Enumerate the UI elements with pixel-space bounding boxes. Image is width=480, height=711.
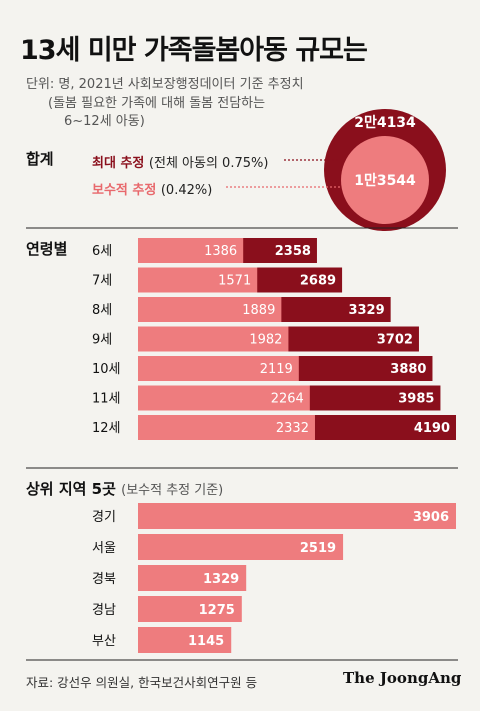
age-category-label: 9세 (92, 333, 112, 348)
region-category-label: 경남 (92, 603, 116, 618)
legend-max: 최대 추정 (전체 아동의 0.75%) (92, 152, 268, 171)
region-value: 1145 (188, 634, 224, 649)
age-category-label: 10세 (92, 362, 121, 377)
legend-conservative-note: (0.42%) (160, 183, 213, 198)
age-category-label: 6세 (92, 244, 112, 259)
region-value: 1275 (199, 603, 235, 618)
legend-max-label: 최대 추정 (92, 156, 145, 171)
age-bars: 6세 1386 2358 7세 1571 2689 8세 1889 3329 9세 1982 3702… (92, 238, 456, 440)
region-section-note: (보수적 추정 기준) (121, 483, 224, 498)
region-bars: 경기 3906 서울 2519 경북 1329 경남 1275 부산 1145 (92, 503, 456, 653)
age-value-conservative: 1982 (249, 333, 282, 348)
total-section-label: 합계 (26, 150, 54, 168)
region-bar (138, 627, 232, 653)
age-value-conservative: 2264 (271, 392, 304, 407)
age-value-conservative: 1571 (218, 274, 251, 289)
age-bar-conservative (138, 356, 299, 381)
source-note: 자료: 강선우 의원실, 한국보건사회연구원 등 (26, 675, 258, 690)
region-section-label: 상위 지역 5곳 (보수적 추정 기준) (26, 478, 223, 499)
legend-conservative-label: 보수적 추정 (92, 183, 157, 198)
age-value-max: 3985 (398, 392, 434, 407)
age-category-label: 11세 (92, 392, 121, 407)
region-category-label: 경북 (92, 572, 116, 587)
total-conservative-value: 1만3544 (354, 173, 416, 189)
age-value-max: 3702 (377, 333, 413, 348)
region-category-label: 부산 (92, 634, 116, 649)
brand-logo: The JoongAng (343, 669, 462, 687)
age-bar-conservative (138, 267, 258, 293)
region-value: 3906 (413, 510, 449, 525)
age-value-conservative: 1386 (204, 244, 237, 259)
region-bar (138, 503, 456, 529)
age-value-max: 3880 (390, 362, 426, 377)
age-value-max: 3329 (348, 303, 384, 318)
region-category-label: 서울 (92, 541, 116, 556)
unit-note: 단위: 명, 2021년 사회보장행정데이터 기준 추정치 (26, 77, 304, 92)
legend-conservative: 보수적 추정 (0.42%) (92, 179, 212, 198)
region-bar (138, 534, 344, 560)
age-value-conservative: 2332 (276, 421, 309, 436)
total-conservative-circle (341, 136, 429, 224)
age-bar-conservative (138, 415, 315, 440)
region-category-label: 경기 (92, 510, 116, 525)
age-value-max: 2358 (275, 244, 311, 259)
chart-title: 13세 미만 가족돌봄아동 규모는 (20, 35, 368, 66)
age-bar-conservative (138, 297, 282, 322)
unit-note-line2: (돌봄 필요한 가족에 대해 돌봄 전담하는 (48, 96, 266, 111)
age-category-label: 7세 (92, 274, 112, 289)
region-bar (138, 565, 247, 591)
age-value-conservative: 2119 (260, 362, 293, 377)
total-max-value: 2만4134 (354, 115, 416, 131)
region-section-title: 상위 지역 5곳 (26, 480, 116, 498)
unit-note-line3: 6~12세 아동) (64, 114, 145, 129)
age-value-max: 2689 (300, 274, 336, 289)
age-bar-conservative (138, 326, 289, 352)
region-bar (138, 596, 242, 622)
age-value-conservative: 1889 (242, 303, 275, 318)
legend-max-note: (전체 아동의 0.75%) (148, 156, 269, 171)
age-category-label: 12세 (92, 421, 121, 436)
region-value: 2519 (300, 541, 336, 556)
age-bar-conservative (138, 238, 244, 263)
age-category-label: 8세 (92, 303, 112, 318)
age-section-label: 연령별 (26, 240, 68, 258)
age-value-max: 4190 (414, 421, 450, 436)
region-value: 1329 (203, 572, 239, 587)
age-bar-conservative (138, 385, 310, 411)
